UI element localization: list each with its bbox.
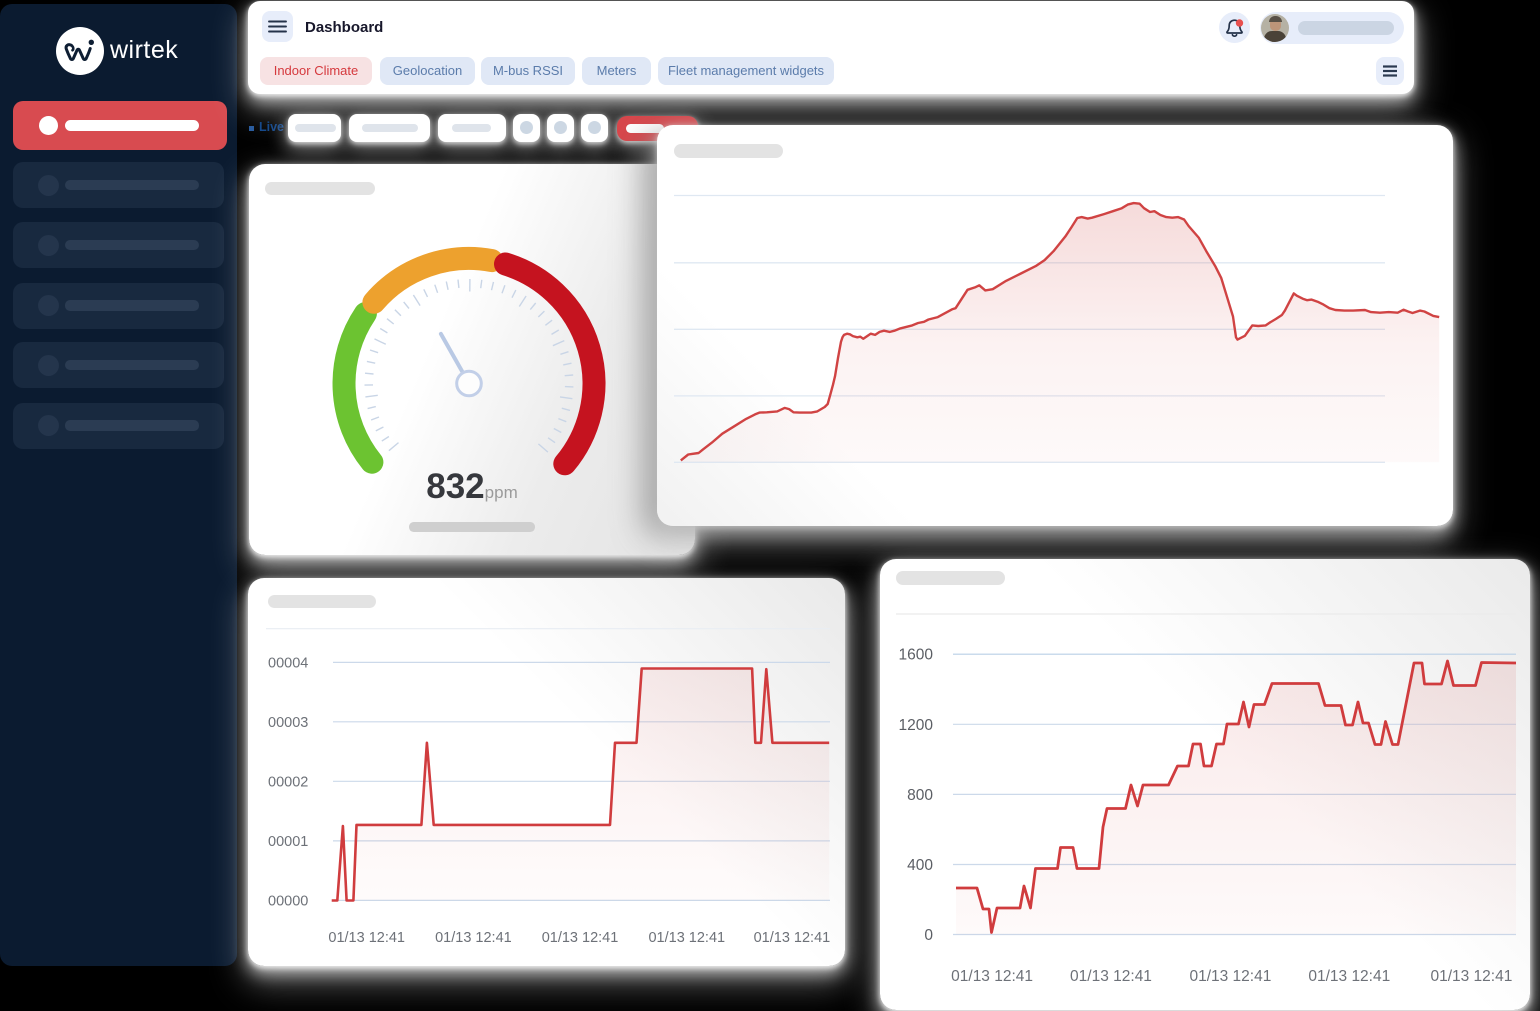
- svg-text:00000: 00000: [268, 893, 308, 909]
- svg-text:1200: 1200: [899, 717, 934, 734]
- svg-text:01/13 12:41: 01/13 12:41: [1070, 968, 1152, 985]
- svg-text:0: 0: [924, 927, 933, 944]
- svg-text:01/13 12:41: 01/13 12:41: [951, 968, 1033, 985]
- svg-text:00002: 00002: [268, 774, 308, 790]
- svg-text:00003: 00003: [268, 715, 308, 731]
- svg-text:01/13 12:41: 01/13 12:41: [435, 930, 512, 946]
- svg-text:01/13 12:41: 01/13 12:41: [1189, 968, 1271, 985]
- svg-text:01/13 12:41: 01/13 12:41: [648, 930, 725, 946]
- svg-text:800: 800: [907, 787, 933, 804]
- svg-text:00001: 00001: [268, 834, 308, 850]
- svg-text:400: 400: [907, 857, 933, 874]
- svg-text:00004: 00004: [268, 655, 308, 671]
- svg-text:01/13 12:41: 01/13 12:41: [1308, 968, 1390, 985]
- svg-text:01/13 12:41: 01/13 12:41: [542, 930, 619, 946]
- svg-text:1600: 1600: [899, 647, 934, 664]
- svg-text:01/13 12:41: 01/13 12:41: [1430, 968, 1512, 985]
- svg-text:01/13 12:41: 01/13 12:41: [754, 930, 831, 946]
- svg-text:01/13 12:41: 01/13 12:41: [328, 930, 405, 946]
